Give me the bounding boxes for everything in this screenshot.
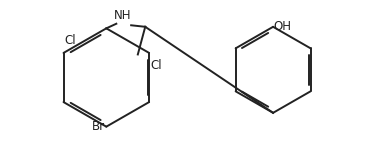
Text: Br: Br bbox=[92, 120, 105, 133]
Text: Cl: Cl bbox=[64, 34, 76, 47]
Text: NH: NH bbox=[114, 9, 132, 22]
Text: Cl: Cl bbox=[150, 59, 161, 72]
Text: OH: OH bbox=[274, 20, 292, 33]
